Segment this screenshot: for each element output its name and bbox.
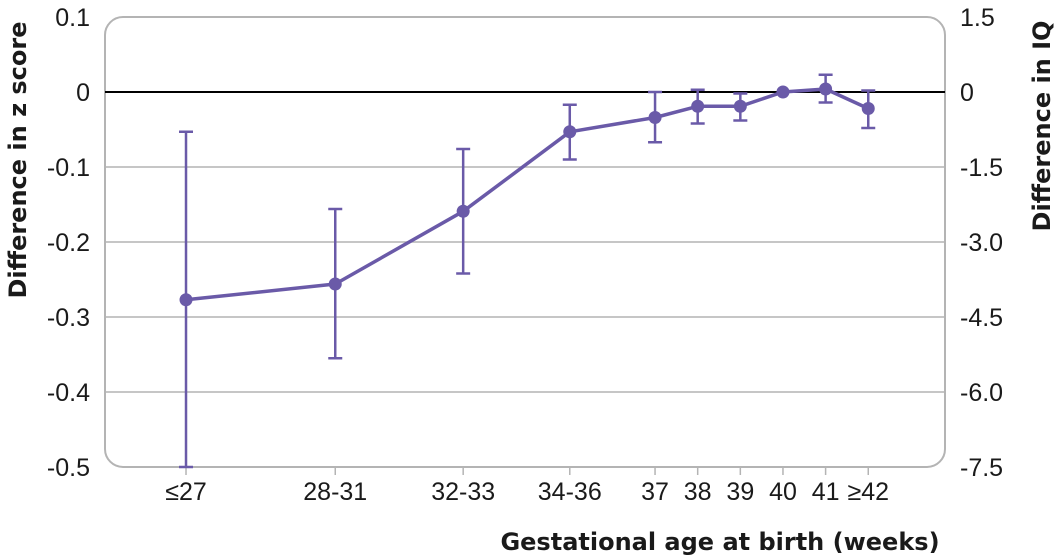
x-tick-label: ≤27	[165, 478, 207, 506]
y-axis-ticks: 0.1 0 -0.1 -0.2 -0.3 -0.4 -0.5	[47, 4, 90, 482]
data-point	[328, 277, 342, 291]
data-point	[648, 111, 662, 124]
y2-axis-ticks: 1.5 0 -1.5 -3.0 -4.5 -6.0 -7.5	[960, 4, 1003, 482]
data-point	[819, 82, 833, 96]
y2-tick-label: -4.5	[960, 304, 1003, 332]
data-point	[179, 293, 193, 307]
series-line	[185, 87, 869, 302]
y-tick-label: -0.3	[47, 304, 90, 332]
x-tick-label: 37	[641, 478, 669, 506]
x-tick-label: 39	[726, 478, 754, 506]
y2-tick-label: -3.0	[960, 229, 1003, 257]
data-point	[733, 99, 747, 113]
data-point	[563, 125, 577, 139]
x-tick-label: ≥42	[847, 478, 889, 506]
y-tick-label: 0.1	[55, 4, 90, 32]
y2-tick-label: -6.0	[960, 379, 1003, 407]
y-tick-label: -0.4	[47, 379, 90, 407]
data-point	[776, 85, 790, 99]
x-tick-label: 41	[812, 478, 840, 506]
grid-lines	[105, 166, 945, 393]
x-tick-label: 28-31	[303, 478, 367, 506]
y-axis-title: Difference in z score	[4, 21, 32, 298]
x-tick-label: 40	[769, 478, 797, 506]
data-point	[691, 99, 705, 113]
y-tick-label: -0.2	[47, 229, 90, 257]
y2-tick-label: -1.5	[960, 154, 1003, 182]
x-tick-label: 32-33	[431, 478, 495, 506]
data-points	[179, 82, 875, 307]
data-point	[456, 204, 470, 218]
x-axis-ticks: ≤27 28-31 32-33 34-36 37 38 39 40 41 ≥42	[165, 467, 889, 506]
x-tick-label: 34-36	[538, 478, 602, 506]
x-tick-label: 38	[684, 478, 712, 506]
x-axis-title: Gestational age at birth (weeks)	[500, 528, 939, 556]
y2-tick-label: -7.5	[960, 454, 1003, 482]
y2-tick-label: 1.5	[960, 4, 995, 32]
y-tick-label: -0.1	[47, 154, 90, 182]
y2-tick-label: 0	[960, 79, 974, 107]
y2-axis-title: Difference in IQ	[1028, 21, 1056, 232]
y-tick-label: -0.5	[47, 454, 90, 482]
data-point	[861, 102, 875, 115]
y-tick-label: 0	[76, 79, 90, 107]
